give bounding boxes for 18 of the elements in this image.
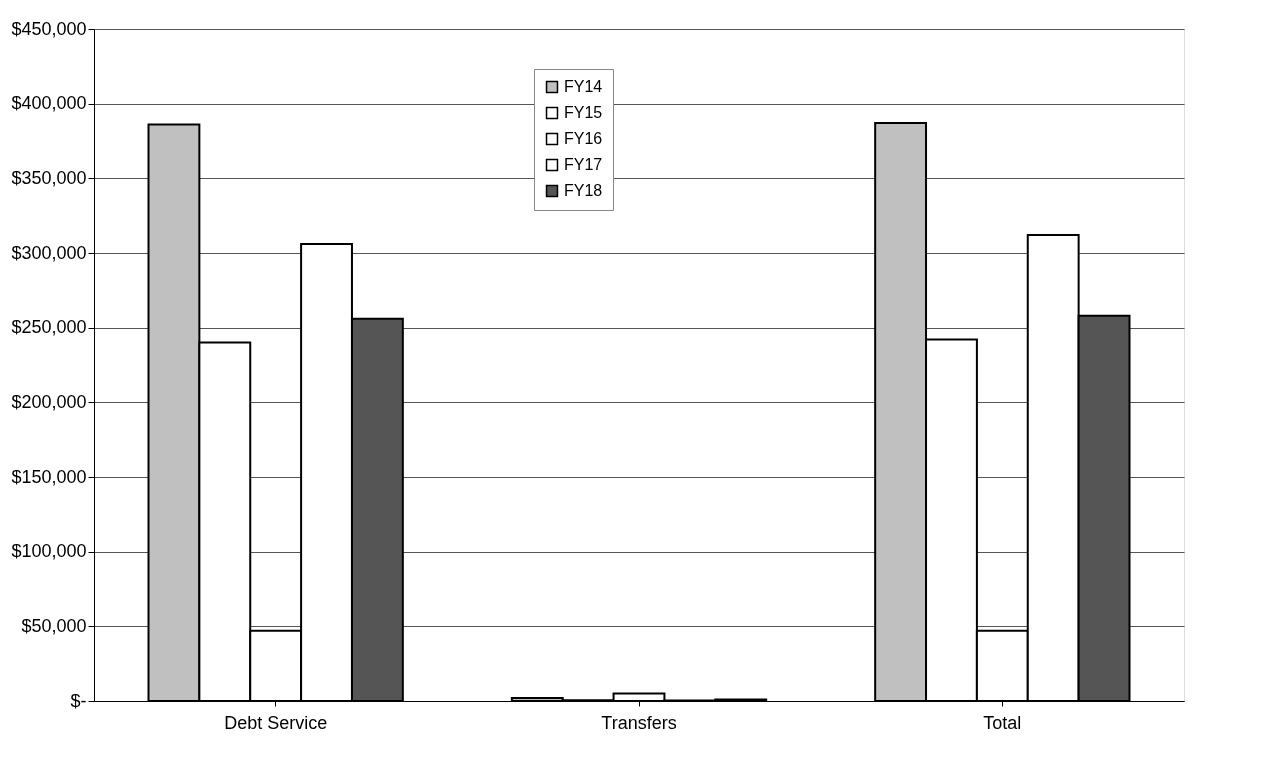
legend-label: FY18 <box>564 182 603 199</box>
y-tick-label: $150,000 <box>11 466 87 487</box>
legend-label: FY16 <box>564 130 603 147</box>
y-tick-label: $250,000 <box>11 317 87 338</box>
y-tick-label: $200,000 <box>11 391 87 412</box>
legend-label: FY17 <box>564 156 603 173</box>
y-tick-label: $450,000 <box>11 18 87 39</box>
y-tick-label: $400,000 <box>11 93 87 114</box>
y-tick-label: $- <box>70 690 87 711</box>
y-tick-label: $50,000 <box>21 615 87 636</box>
x-tick-label: Debt Service <box>224 712 328 733</box>
x-tick-label: Total <box>983 712 1022 733</box>
y-tick-label: $100,000 <box>11 541 87 562</box>
y-tick-label: $300,000 <box>11 242 87 263</box>
legend-label: FY14 <box>564 78 603 95</box>
y-tick-label: $350,000 <box>11 167 87 188</box>
legend-label: FY15 <box>564 104 603 121</box>
x-tick-label: Transfers <box>601 712 677 733</box>
